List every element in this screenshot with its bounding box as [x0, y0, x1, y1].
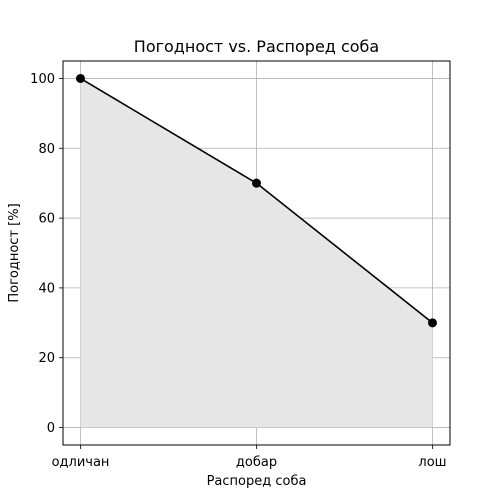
- data-point-лош: [428, 318, 437, 328]
- y-axis-label: Погодност [%]: [7, 203, 22, 302]
- marker-layer: [76, 73, 437, 328]
- y-tick-label: 20: [38, 351, 55, 366]
- x-tick-label: лош: [418, 455, 446, 470]
- y-tick-label: 0: [47, 421, 55, 436]
- data-point-добар: [252, 178, 261, 188]
- y-tick-label: 100: [30, 72, 55, 87]
- chart-title: Погодност vs. Распоред соба: [134, 37, 379, 56]
- data-point-одличан: [76, 73, 85, 83]
- x-axis-label: Распоред соба: [207, 474, 307, 489]
- y-tick-label: 40: [38, 281, 55, 296]
- x-tick-label: одличан: [52, 455, 110, 470]
- x-tick-label: добар: [236, 455, 277, 470]
- y-tick-label: 80: [38, 142, 55, 157]
- area-layer: [80, 78, 433, 428]
- y-tick-label: 60: [38, 212, 55, 227]
- area-fill: [80, 78, 433, 428]
- tick-layer: 0 20 40 60 80 100 одличан добар лош: [30, 72, 446, 470]
